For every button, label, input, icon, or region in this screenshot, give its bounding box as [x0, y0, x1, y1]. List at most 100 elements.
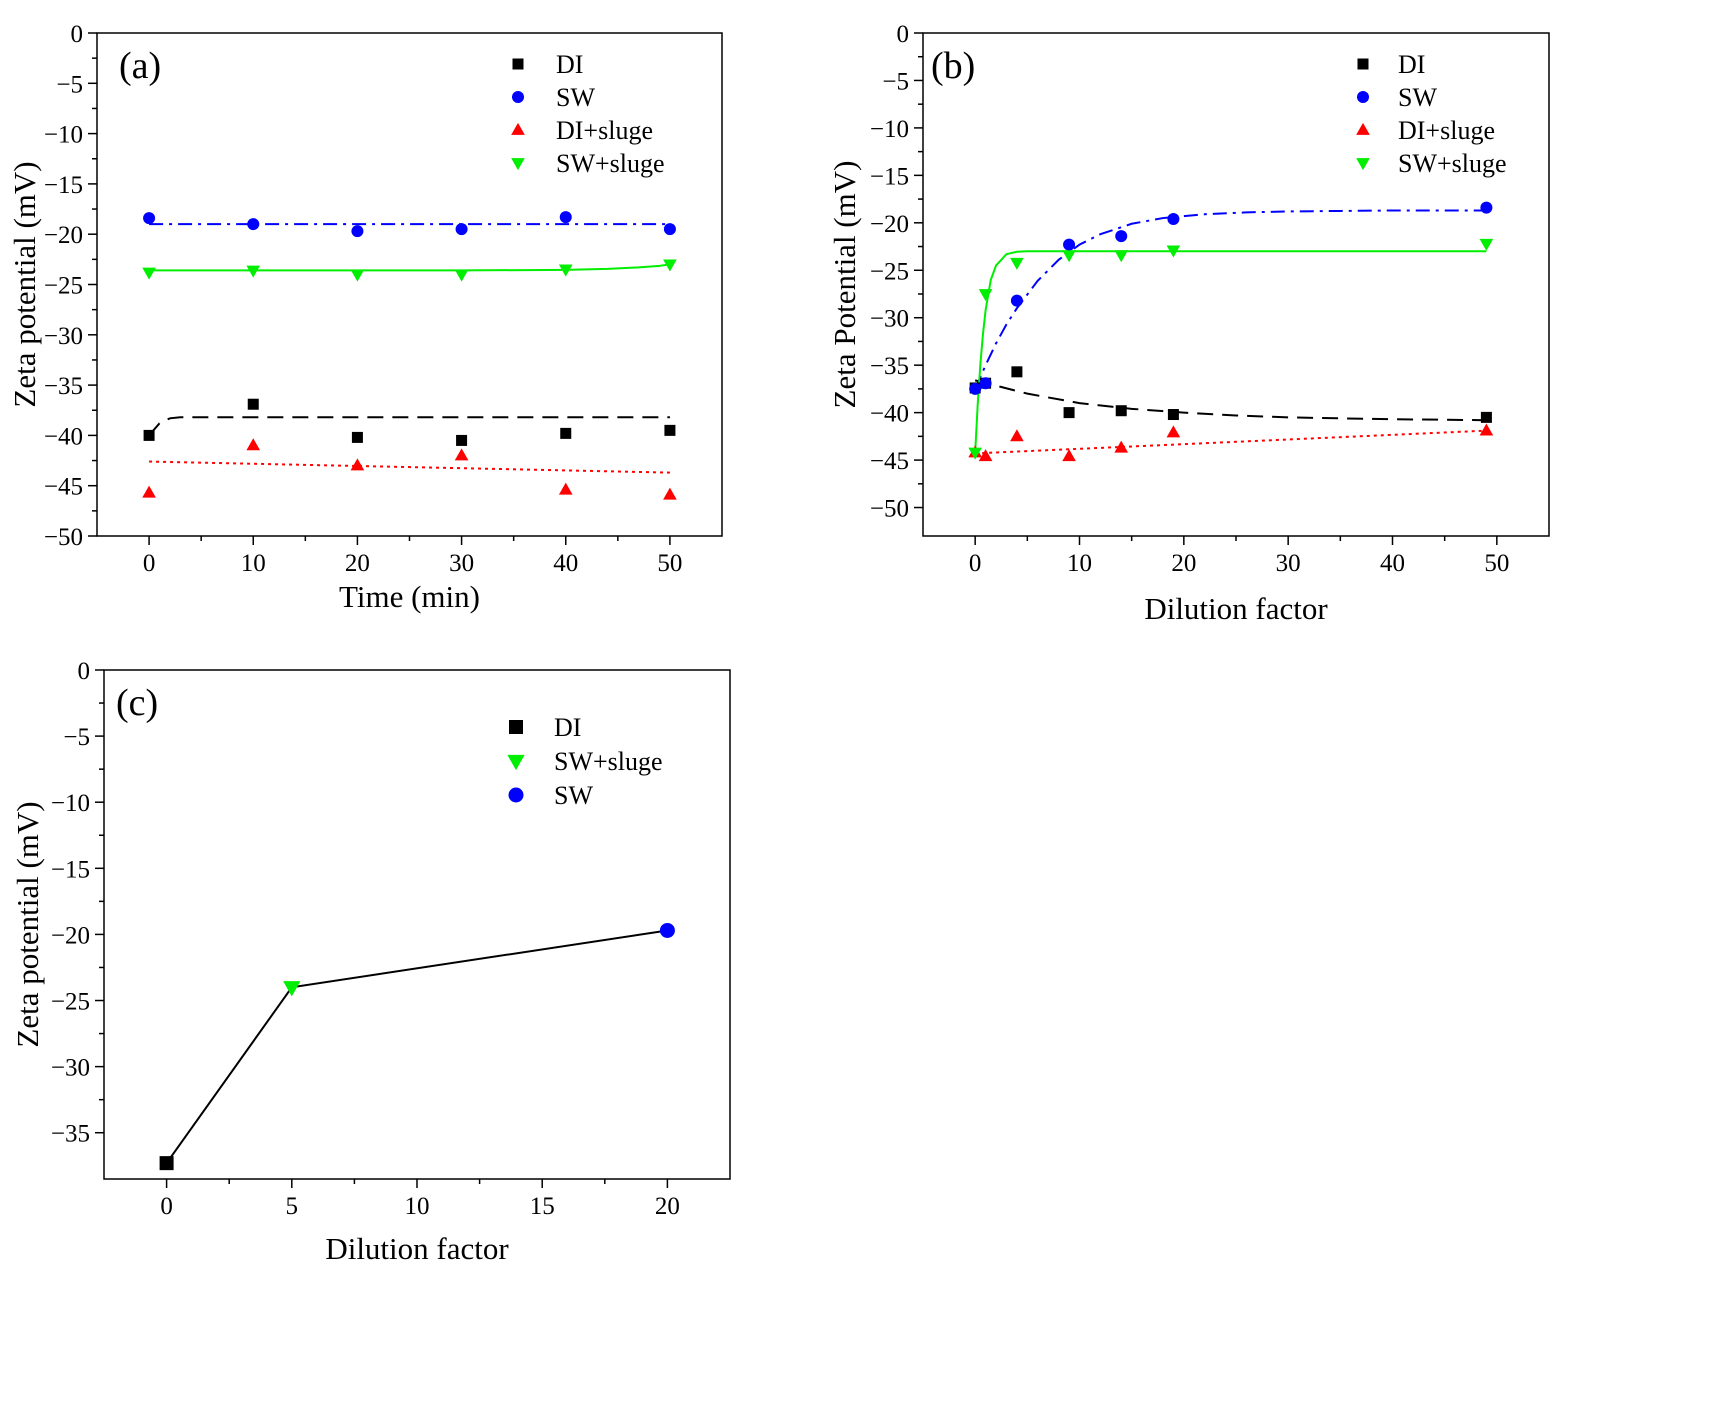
legend-label-sw-sluge: SW+sluge: [1398, 149, 1507, 178]
legend-marker-sw: [1357, 91, 1369, 103]
data-point-di: [1167, 409, 1179, 421]
data-point-di: [351, 431, 363, 443]
y-tick-label: −50: [44, 524, 83, 551]
x-tick-label: 10: [241, 550, 266, 577]
x-tick-label: 20: [345, 550, 370, 577]
legend-marker-sw: [512, 91, 524, 103]
data-point-di: [1115, 405, 1127, 417]
panel-a-zeta-vs-time: 0 10 20 30 40 50 0 −5 −10 −15 −20 −25 −30 −35 −40 −45 −5…: [7, 21, 723, 614]
x-axis-title: Dilution factor: [325, 1231, 509, 1266]
y-tick-label: −10: [870, 116, 909, 143]
x-tick-label: 30: [1276, 550, 1301, 577]
data-point-sw: [559, 211, 572, 224]
panel-label: (b): [931, 45, 975, 87]
y-tick-label: −15: [51, 856, 90, 883]
y-tick-label: −15: [870, 163, 909, 190]
data-point-sw-sluge: [663, 259, 677, 272]
data-point-sw-sluge: [1479, 238, 1494, 251]
legend-marker-sw: [508, 787, 524, 803]
data-point-di-sluge: [1062, 449, 1076, 462]
legend-marker-sw-sluge: [1356, 158, 1370, 171]
data-point-di-sluge: [978, 449, 993, 462]
x-tick-label: 20: [655, 1193, 680, 1220]
data-point-sw-sluge: [246, 265, 261, 278]
data-point-di-sluge: [1114, 440, 1129, 453]
series-sw-sluge: [283, 981, 301, 997]
y-tick-label: −25: [44, 273, 83, 300]
y-tick-label: −5: [882, 68, 909, 95]
x-tick-label: 40: [553, 550, 578, 577]
y-tick-label: −40: [870, 401, 909, 428]
y-tick-label: −30: [870, 306, 909, 333]
y-tick-label: −50: [870, 496, 909, 523]
x-tick-label: 15: [530, 1193, 555, 1220]
y-tick-label: 0: [897, 21, 910, 48]
data-point-sw-sluge: [1062, 250, 1076, 263]
data-point-di-sluge: [1010, 429, 1024, 442]
data-point-di-sluge: [663, 487, 677, 500]
fit-curve-di-sluge: [149, 460, 670, 474]
legend: DI SW+sluge SW: [507, 713, 663, 810]
data-point-di-sluge: [142, 485, 156, 498]
data-point-sw: [979, 377, 992, 390]
legend-label-di: DI: [554, 713, 581, 742]
series-di: [143, 398, 676, 446]
panel-label: (a): [119, 45, 161, 87]
data-point-di-sluge: [1479, 423, 1494, 436]
legend-label-sw-sluge: SW+sluge: [554, 747, 663, 776]
data-point-sw-sluge: [1010, 257, 1024, 270]
data-point-sw-sluge: [978, 289, 993, 302]
data-point-sw: [1167, 213, 1180, 226]
data-point-di: [143, 429, 155, 441]
legend-marker-sw-sluge: [511, 158, 525, 171]
panel-c-zeta-vs-dilution-line: 0 5 10 15 20 0 −5 −10 −15 −20 −25 −30 −35 Dilution fa…: [10, 658, 731, 1266]
series-sw: [659, 922, 675, 938]
data-point-sw: [1480, 201, 1493, 214]
data-point-sw-sluge: [142, 267, 156, 280]
fit-curve-sw-sluge: [974, 250, 1487, 453]
series-di: [159, 1156, 174, 1171]
data-point-sw: [1115, 230, 1128, 243]
data-point-di: [247, 398, 259, 410]
data-point-di: [1480, 411, 1492, 423]
y-axis-title: Zeta potential (mV): [7, 161, 42, 407]
data-point-sw-sluge: [968, 447, 982, 460]
legend: DI SW DI+sluge SW+sluge: [511, 50, 665, 178]
legend-marker-di-sluge: [1356, 122, 1370, 135]
data-point-sw-sluge: [283, 981, 301, 997]
x-tick-label: 30: [449, 550, 474, 577]
legend-marker-di: [1357, 58, 1369, 70]
y-tick-label: −5: [63, 724, 90, 751]
data-point-sw: [659, 922, 675, 938]
data-point-di-sluge: [454, 448, 469, 461]
y-axis-title: Zeta potential (mV): [10, 801, 45, 1047]
y-tick-label: −25: [51, 989, 90, 1016]
y-tick-label: −20: [51, 922, 90, 949]
series-sw: [969, 201, 1493, 395]
legend-marker-di: [509, 720, 523, 734]
y-tick-label: −30: [44, 323, 83, 350]
legend-marker-sw-sluge: [507, 754, 525, 771]
panel-b-zeta-vs-dilution: 0 10 20 30 40 50 0 −5 −10 −15 −20 −25 −30 −35 −40 −45 −5…: [827, 21, 1550, 626]
legend-label-sw: SW: [1398, 83, 1437, 112]
y-tick-label: −10: [44, 122, 83, 149]
legend: DI SW DI+sluge SW+sluge: [1356, 50, 1507, 178]
x-tick-label: 0: [143, 550, 156, 577]
legend-label-di: DI: [1398, 50, 1425, 79]
data-point-sw: [1010, 294, 1023, 307]
y-tick-label: −45: [44, 474, 83, 501]
data-point-sw: [143, 212, 156, 225]
x-axis-title: Time (min): [339, 579, 480, 614]
data-point-sw: [247, 218, 260, 231]
y-tick-label: 0: [78, 658, 91, 685]
legend-marker-di-sluge: [511, 122, 525, 135]
data-point-sw-sluge: [350, 269, 365, 282]
data-point-sw-sluge: [558, 264, 573, 277]
y-tick-label: −20: [44, 222, 83, 249]
data-point-sw-sluge: [1114, 250, 1129, 263]
data-point-di-sluge: [350, 458, 365, 471]
legend-label-di-sluge: DI+sluge: [1398, 116, 1495, 145]
y-tick-label: −35: [44, 373, 83, 400]
legend-label-sw: SW: [554, 781, 593, 810]
